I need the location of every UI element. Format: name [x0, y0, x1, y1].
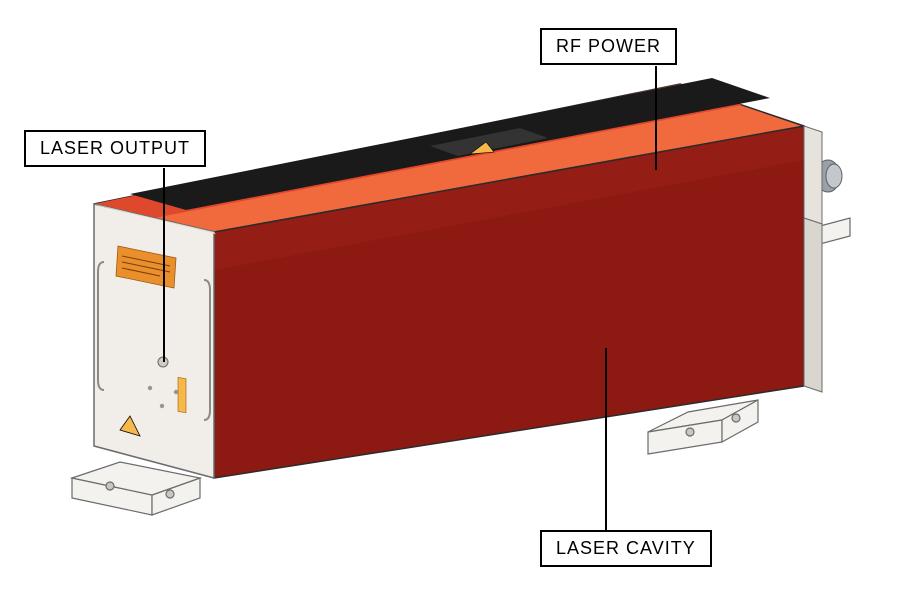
label-rf-power: RF POWER [540, 28, 677, 65]
label-laser-cavity-text: LASER CAVITY [556, 538, 696, 558]
laser-device-illustration [0, 0, 900, 600]
label-laser-output: LASER OUTPUT [24, 130, 206, 167]
label-rf-power-text: RF POWER [556, 36, 661, 56]
label-laser-cavity: LASER CAVITY [540, 530, 712, 567]
front-endplate [94, 204, 216, 478]
diagram-canvas: RF POWER LASER OUTPUT LASER CAVITY [0, 0, 900, 600]
label-laser-output-text: LASER OUTPUT [40, 138, 190, 158]
leader-laser-cavity [605, 348, 607, 530]
leader-rf-power [655, 66, 657, 170]
leader-laser-output [163, 168, 165, 362]
